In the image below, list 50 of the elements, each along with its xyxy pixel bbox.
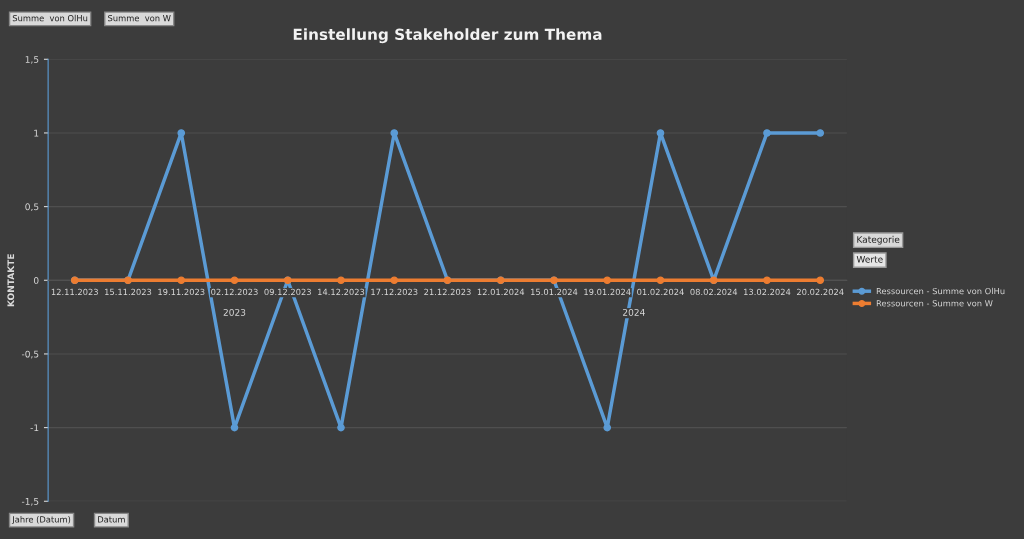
point [763, 129, 771, 137]
y-tick-label: 1 [34, 129, 39, 137]
text: Summe von OlHu [12, 14, 88, 22]
x-tick-label: 08.02.2024 [690, 288, 738, 296]
x-tick-label: 09.12.2023 [264, 288, 311, 296]
y-tick-label: -1 [30, 424, 39, 432]
y-tick-label: 1,5 [25, 56, 39, 64]
legend-title: Kategorie [857, 235, 900, 245]
annotation: 2023 [223, 308, 246, 316]
text: Summe von W [108, 14, 171, 22]
x-tick-label: 19.01.2024 [584, 288, 631, 296]
point [816, 129, 825, 137]
x-tick-label: 13.02.2024 [744, 288, 791, 296]
x-tick-label: 12.01.2024 [477, 288, 525, 296]
point [337, 276, 345, 285]
point [603, 423, 612, 432]
y-tick-label: -0,5 [21, 350, 39, 359]
point [337, 423, 345, 432]
point [656, 276, 665, 285]
chart-title: Einstellung Stakeholder zum Thema [293, 28, 602, 44]
annotation: 2024 [623, 308, 645, 316]
point [177, 276, 186, 285]
point [230, 276, 239, 285]
legend-label: Ressourcen - Summe von OlHu [876, 287, 1005, 295]
x-tick-label: 20.02.2024 [796, 288, 844, 296]
x-tick-label: 01.02.2024 [637, 288, 684, 296]
point [230, 423, 239, 432]
x-tick-label: 14.12.2023 [318, 288, 365, 296]
x-tick-label: 17.12.2023 [371, 288, 418, 296]
y-axis-title: KONTAKTE [7, 254, 15, 307]
point [816, 276, 825, 285]
text: Jahre (Datum) [11, 516, 71, 525]
point [390, 276, 399, 285]
legend-label: Ressourcen - Summe von W [876, 300, 993, 307]
point [177, 129, 186, 137]
x-tick-label: 02.12.2023 [211, 288, 258, 296]
x-tick-label: 12.11.2023 [51, 288, 98, 296]
text: Datum [98, 516, 125, 523]
point [656, 129, 665, 137]
y-tick-label: 0,5 [25, 203, 39, 212]
point [763, 276, 771, 285]
y-tick-label: -1,5 [21, 498, 39, 506]
y-tick-label: 0 [33, 277, 39, 284]
x-tick-label: 15.11.2023 [105, 288, 152, 296]
x-tick-label: 15.01.2024 [531, 288, 578, 296]
point [390, 129, 399, 137]
text: Werte [856, 256, 883, 263]
x-tick-label: 21.12.2023 [424, 288, 471, 296]
x-tick-label: 19.11.2023 [158, 288, 205, 296]
point [603, 276, 612, 285]
